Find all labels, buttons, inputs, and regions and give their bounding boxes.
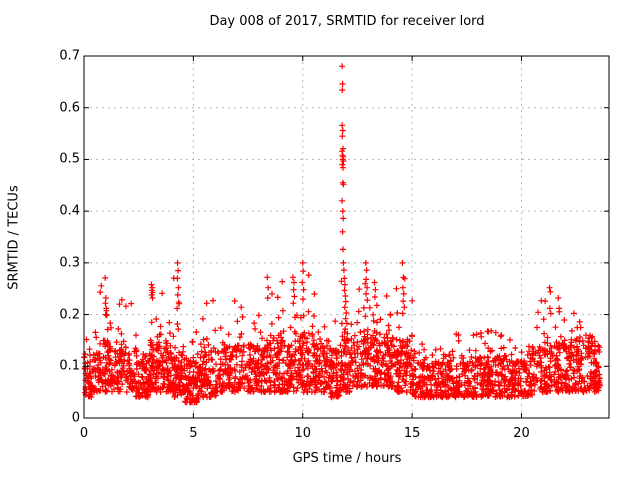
x-tick-label-10: 10 <box>294 426 312 441</box>
x-tick-label-5: 5 <box>189 426 198 441</box>
y-tick-label-0.1: 0.1 <box>59 358 80 374</box>
y-tick-label-0.7: 0.7 <box>59 48 80 64</box>
x-tick-label-20: 20 <box>513 426 530 441</box>
y-tick-label-0.3: 0.3 <box>59 255 80 271</box>
tick-marks <box>83 55 609 419</box>
chart-title: Day 008 of 2017, SRMTID for receiver lor… <box>209 14 485 29</box>
y-tick-label-0.2: 0.2 <box>59 307 80 323</box>
x-tick-label-0: 0 <box>79 426 89 441</box>
scatter-points-srmtid <box>81 63 603 406</box>
x-tick-label-15: 15 <box>403 426 421 441</box>
plot-frame <box>83 55 610 419</box>
x-axis-label: GPS time / hours <box>292 451 402 466</box>
y-tick-label-0.6: 0.6 <box>59 100 80 116</box>
y-tick-label-0.5: 0.5 <box>59 151 80 167</box>
y-tick-label-0: 0 <box>71 410 80 426</box>
y-tick-label-0.4: 0.4 <box>59 203 80 219</box>
